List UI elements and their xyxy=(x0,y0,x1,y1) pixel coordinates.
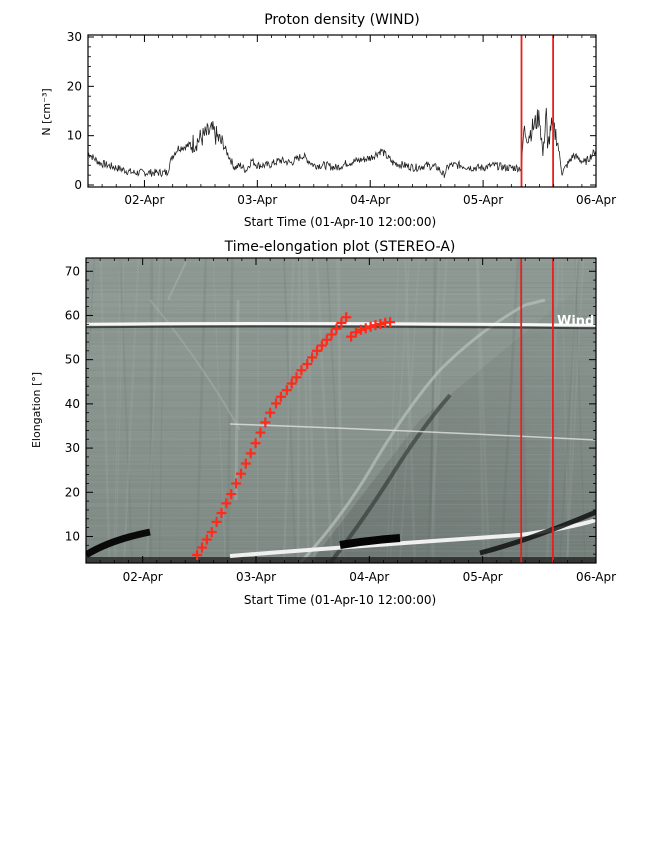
elongation-x-tick-label: 06-Apr xyxy=(576,570,616,584)
elongation-title: Time-elongation plot (STEREO-A) xyxy=(224,239,456,255)
elongation-y-tick-label: 10 xyxy=(65,529,80,543)
elongation-y-tick-label: 50 xyxy=(65,353,80,367)
elongation-y-tick-label: 70 xyxy=(65,264,80,278)
track-cross-marker xyxy=(206,527,217,538)
track-cross-marker xyxy=(216,508,227,519)
track-cross-marker xyxy=(355,324,366,335)
track-cross-marker xyxy=(326,329,337,340)
track-cross-marker xyxy=(307,352,318,363)
elongation-y-ticks: 10 20 30 40 50 60 70 xyxy=(65,262,596,555)
track-cross-marker xyxy=(201,534,212,545)
density-x-tick-label: 05-Apr xyxy=(463,193,503,207)
density-x-tick-label: 02-Apr xyxy=(124,193,164,207)
elongation-x-ticks: 02-Apr 03-Apr 04-Apr 05-Apr 06-Apr xyxy=(99,258,616,584)
track-cross-marker xyxy=(281,385,292,396)
density-x-tick-label: 06-Apr xyxy=(576,193,616,207)
elongation-y-tick-label: 40 xyxy=(65,397,80,411)
track-cross-marker xyxy=(360,323,371,334)
track-cross-marker xyxy=(341,312,352,323)
track-cross-marker xyxy=(211,516,222,527)
track-cross-marker xyxy=(311,345,322,356)
elongation-heatmap xyxy=(86,258,596,563)
track-cross-marker xyxy=(271,398,282,409)
density-plot-frame xyxy=(87,34,597,188)
wind-annotation: Wind xyxy=(557,314,594,329)
track-cross-marker xyxy=(221,498,232,509)
density-y-tick-label: 10 xyxy=(67,129,82,143)
track-cross-marker xyxy=(331,323,342,334)
track-cross-marker xyxy=(196,542,207,553)
track-cross-marker xyxy=(265,407,276,418)
track-cross-marker xyxy=(321,334,332,345)
track-cross-marker xyxy=(302,359,313,370)
top-event-markers xyxy=(520,35,555,187)
track-cross-marker xyxy=(192,550,203,561)
track-cross-marker xyxy=(245,448,256,459)
density-x-tick-label: 03-Apr xyxy=(237,193,277,207)
track-cross-marker xyxy=(286,378,297,389)
density-x-axis-label: Start Time (01-Apr-10 12:00:00) xyxy=(244,215,436,229)
bottom-event-markers xyxy=(520,258,554,563)
elongation-x-tick-label: 04-Apr xyxy=(349,570,389,584)
wind-elongation-line xyxy=(86,322,596,327)
elongation-y-tick-label: 60 xyxy=(65,308,80,322)
track-cross-marker xyxy=(385,317,396,328)
elongation-y-axis-label: Elongation [°] xyxy=(30,372,43,448)
density-y-tick-label: 30 xyxy=(67,30,82,44)
track-cross-marker xyxy=(231,478,242,489)
density-x-ticks: 02-Apr 03-Apr 04-Apr 05-Apr 06-Apr xyxy=(101,35,616,207)
track-cross-marker xyxy=(260,417,271,428)
density-y-axis-label: N [cm⁻³] xyxy=(40,88,53,135)
track-cross-marker xyxy=(275,391,286,402)
elongation-y-tick-label: 20 xyxy=(65,485,80,499)
track-cross-marker xyxy=(336,317,347,328)
track-cross-marker xyxy=(240,458,251,469)
track-cross-marker xyxy=(250,438,261,449)
elongation-x-tick-label: 05-Apr xyxy=(463,570,503,584)
track-cross-marker xyxy=(375,318,386,329)
density-y-ticks: 0 10 20 30 xyxy=(67,30,596,192)
track-cross-marker xyxy=(365,321,376,332)
track-cross-marker xyxy=(235,468,246,479)
track-cross-marker xyxy=(255,427,266,438)
density-series-line xyxy=(88,107,596,178)
density-x-tick-label: 04-Apr xyxy=(350,193,390,207)
track-cross-marker xyxy=(226,489,237,500)
elongation-x-tick-label: 02-Apr xyxy=(123,570,163,584)
cme-track-markers xyxy=(192,312,396,561)
track-cross-marker xyxy=(296,365,307,376)
track-cross-marker xyxy=(370,320,381,331)
density-y-tick-label: 20 xyxy=(67,79,82,93)
elongation-x-axis-label: Start Time (01-Apr-10 12:00:00) xyxy=(244,593,436,607)
density-title: Proton density (WIND) xyxy=(264,12,420,28)
track-cross-marker xyxy=(291,372,302,383)
elongation-x-tick-label: 03-Apr xyxy=(236,570,276,584)
elongation-y-tick-label: 30 xyxy=(65,441,80,455)
density-y-tick-label: 0 xyxy=(74,178,82,192)
density-panel: Proton density (WIND) 0 10 20 30 02-Apr 03-A… xyxy=(40,12,616,229)
track-cross-marker xyxy=(316,340,327,351)
elongation-panel: Time-elongation plot (STEREO-A) xyxy=(30,239,616,607)
